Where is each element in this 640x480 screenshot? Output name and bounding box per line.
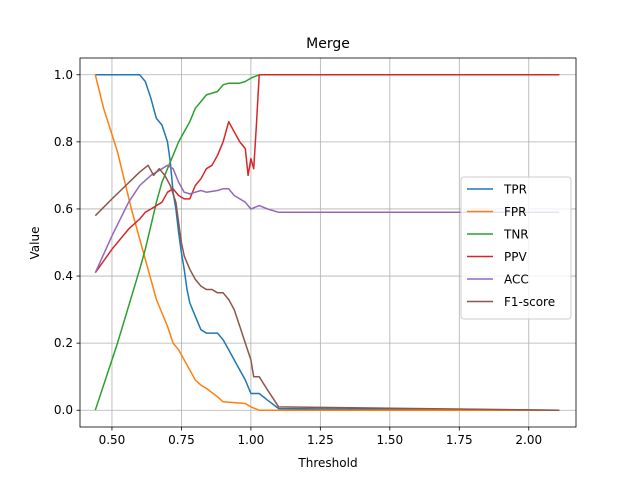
x-tick-label: 2.00: [515, 433, 542, 447]
legend-label-fpr: FPR: [504, 205, 526, 219]
plot-frame: [79, 57, 577, 428]
series-line-f1-score: [94, 164, 560, 411]
legend: TPR FPR TNR PPV ACC F1-score: [460, 176, 572, 320]
series-line-fpr: [94, 74, 560, 411]
series-line-acc: [94, 164, 560, 274]
legend-box: [460, 176, 572, 320]
series-line-tnr: [94, 74, 560, 411]
axis-ticks: 0.50 0.75 1.00 1.25 1.50 1.75 2.00 0.0 0.2 0.4 0.6…: [54, 68, 542, 447]
y-tick-label: 0.2: [54, 336, 73, 350]
x-tick-label: 0.50: [99, 433, 126, 447]
legend-label-acc: ACC: [504, 273, 529, 287]
x-tick-label: 1.25: [307, 433, 334, 447]
y-tick-label: 0.8: [54, 135, 73, 149]
x-tick-label: 0.75: [168, 433, 195, 447]
legend-label-f1-score: F1-score: [504, 295, 555, 309]
y-tick-label: 0.4: [54, 269, 73, 283]
chart-title: Merge: [306, 36, 350, 52]
x-tick-label: 1.50: [376, 433, 403, 447]
series-line-tpr: [95, 74, 560, 411]
series-lines: [94, 74, 560, 411]
x-tick-label: 1.75: [446, 433, 473, 447]
legend-label-ppv: PPV: [504, 250, 527, 264]
y-tick-label: 0.0: [54, 403, 73, 417]
y-tick-label: 1.0: [54, 68, 73, 82]
series-line-ppv: [94, 74, 560, 274]
legend-label-tpr: TPR: [503, 183, 527, 197]
y-axis-label: Value: [28, 227, 42, 260]
legend-label-tnr: TNR: [503, 228, 529, 242]
x-axis-label: Threshold: [297, 456, 357, 470]
y-tick-label: 0.6: [54, 202, 73, 216]
x-tick-label: 1.00: [238, 433, 265, 447]
